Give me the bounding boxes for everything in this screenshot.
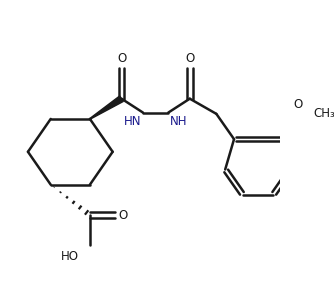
Polygon shape (90, 96, 123, 119)
Text: CH₃: CH₃ (313, 107, 334, 120)
Text: NH: NH (170, 115, 188, 128)
Text: O: O (293, 98, 302, 111)
Text: O: O (117, 52, 126, 65)
Text: HN: HN (124, 115, 141, 128)
Text: HO: HO (61, 250, 79, 263)
Text: O: O (185, 52, 194, 65)
Text: O: O (118, 208, 128, 221)
